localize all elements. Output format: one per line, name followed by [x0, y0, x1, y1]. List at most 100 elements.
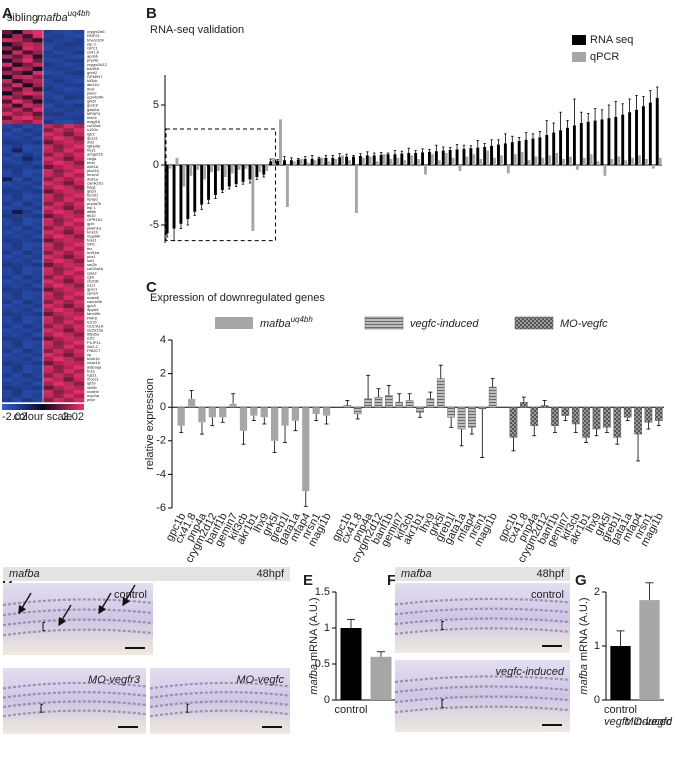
- heatmap-cell: [63, 58, 75, 64]
- bar: [219, 407, 227, 418]
- heatmap-cell: [12, 222, 23, 227]
- bar: [436, 378, 445, 408]
- heatmap-cell: [43, 275, 54, 280]
- heatmap-cell: [53, 369, 64, 374]
- legend-swatch: [572, 52, 586, 62]
- heatmap-cell: [32, 307, 44, 313]
- heatmap-cell: [12, 283, 23, 288]
- row-label: foxs1: [87, 238, 97, 243]
- heatmap-cell: [32, 348, 44, 354]
- heatmap-cell: [73, 128, 85, 133]
- row-label: col18a1: [87, 123, 102, 128]
- stained-vessel: [394, 705, 571, 714]
- heatmap-cell: [32, 115, 44, 121]
- heatmap-cell: [2, 156, 13, 162]
- y-axis-label-gene: mafba: [578, 664, 590, 695]
- heatmap-cell: [32, 34, 44, 39]
- bar: [322, 407, 331, 416]
- heatmap-cell: [43, 70, 54, 76]
- heatmap-cell: [12, 79, 23, 84]
- heatmap-cell: [12, 254, 23, 260]
- heatmap-cell: [53, 70, 64, 76]
- heatmap-cell: [2, 218, 13, 223]
- bar: [551, 407, 559, 426]
- heatmap-cell: [73, 173, 85, 178]
- heatmap-cell: [63, 238, 75, 243]
- heatmap-cell: [22, 238, 34, 243]
- heatmap-cell: [2, 111, 13, 117]
- row-label: hnf1ba: [87, 250, 100, 255]
- heatmap-cell: [2, 291, 13, 297]
- heatmap-cell: [32, 312, 44, 317]
- bar: [540, 405, 549, 408]
- bar: [648, 102, 652, 165]
- heatmap-cell: [43, 201, 54, 207]
- heatmap-cell: [22, 348, 34, 354]
- heatmap-cell: [73, 340, 85, 346]
- row-label: lhfpl5a: [87, 332, 100, 337]
- heatmap-cell: [53, 107, 64, 113]
- bar: [499, 155, 503, 165]
- heatmap-cell: [73, 324, 85, 329]
- heatmap-cell: [63, 95, 75, 100]
- heatmap-cell: [12, 95, 23, 100]
- bar: [426, 398, 435, 408]
- heatmap-cell: [32, 393, 44, 399]
- row-label: nostrin: [87, 389, 99, 394]
- heatmap-cell: [12, 389, 23, 395]
- heatmap-cell: [22, 189, 34, 194]
- heatmap-cell: [22, 209, 34, 215]
- heatmap-cell: [53, 267, 64, 272]
- row-label: elp 2: [87, 41, 96, 46]
- heatmap-cell: [32, 62, 44, 68]
- bar: [414, 153, 418, 165]
- heatmap-cell: [73, 361, 85, 366]
- bar: [524, 139, 528, 165]
- y-tick-label: 0: [324, 694, 330, 706]
- stained-vessel: [2, 709, 147, 718]
- heatmap-cell: [32, 107, 44, 113]
- bar: [510, 142, 514, 165]
- heatmap-cell: [73, 279, 85, 284]
- bar: [379, 154, 383, 165]
- heatmap-cell: [43, 365, 54, 370]
- row-label: tnc: [87, 246, 92, 251]
- heatmap-cell: [43, 54, 54, 59]
- heatmap-cell: [12, 397, 23, 403]
- bar: [624, 160, 628, 165]
- heatmap-cell: [22, 279, 34, 284]
- heatmap-cell: [22, 336, 34, 341]
- heatmap-cell: [2, 381, 13, 386]
- heatmap-cell: [2, 74, 13, 80]
- heatmap-cell: [22, 168, 34, 174]
- heatmap-cell: [63, 373, 75, 378]
- row-label: hey1: [87, 148, 96, 153]
- bar: [497, 144, 500, 165]
- legend-swatch: [572, 35, 586, 45]
- heatmap-cell: [22, 70, 34, 76]
- heatmap-cell: [22, 148, 34, 153]
- row-label: rarga: [87, 156, 97, 161]
- heatmap-cell: [2, 42, 13, 47]
- heatmap-cell: [63, 140, 75, 145]
- bar: [427, 151, 431, 165]
- bar: [403, 160, 407, 165]
- heatmap-cell: [43, 218, 54, 223]
- bar: [530, 407, 539, 426]
- row-label: s100u: [87, 127, 98, 132]
- heatmap-cell: [63, 316, 75, 321]
- heatmap-cell: [63, 103, 75, 108]
- stained-vessel: [394, 627, 571, 635]
- heatmap-cell: [73, 246, 85, 252]
- bar: [196, 165, 200, 170]
- heatmap-cell: [63, 303, 75, 309]
- heatmap-cell: [22, 357, 34, 362]
- colour-scale-label: colour scale: [14, 411, 73, 423]
- row-label: gpc3: [87, 303, 96, 308]
- heatmap-cell: [43, 103, 54, 108]
- bar: [306, 162, 310, 165]
- heatmap-cell: [2, 30, 13, 35]
- heatmap-cell: [22, 283, 34, 288]
- row-label: adipoqa: [87, 364, 102, 369]
- heatmap-cell: [73, 328, 85, 333]
